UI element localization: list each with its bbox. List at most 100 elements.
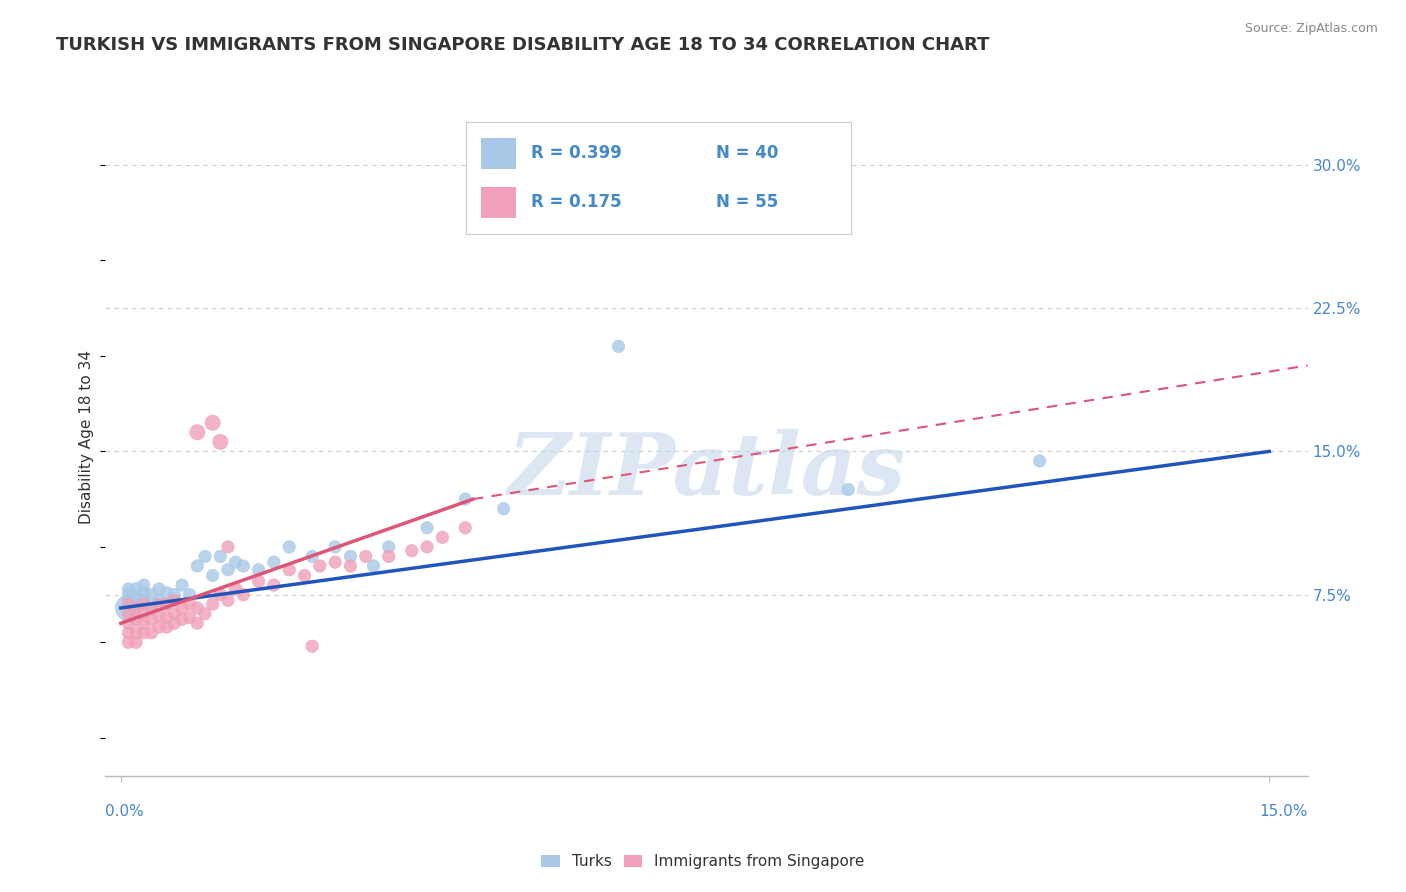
Point bbox=[217, 593, 239, 607]
Point bbox=[132, 585, 155, 599]
Point bbox=[117, 607, 139, 621]
Text: Source: ZipAtlas.com: Source: ZipAtlas.com bbox=[1244, 22, 1378, 36]
Point bbox=[125, 612, 148, 626]
Point bbox=[294, 568, 316, 582]
Text: TURKISH VS IMMIGRANTS FROM SINGAPORE DISABILITY AGE 18 TO 34 CORRELATION CHART: TURKISH VS IMMIGRANTS FROM SINGAPORE DIS… bbox=[56, 36, 990, 54]
Point bbox=[163, 588, 186, 602]
Point bbox=[186, 601, 208, 615]
Text: 0.0%: 0.0% bbox=[105, 805, 145, 819]
Point bbox=[363, 559, 385, 574]
Point bbox=[232, 559, 254, 574]
Point bbox=[492, 501, 515, 516]
Text: 15.0%: 15.0% bbox=[1260, 805, 1308, 819]
Point bbox=[163, 616, 186, 631]
Point bbox=[141, 625, 163, 640]
Point bbox=[432, 530, 454, 544]
Point bbox=[301, 549, 323, 564]
Point bbox=[209, 549, 232, 564]
Point bbox=[232, 588, 254, 602]
Point bbox=[217, 540, 239, 554]
Point bbox=[156, 597, 179, 611]
Point bbox=[194, 549, 217, 564]
Point bbox=[454, 521, 477, 535]
Point bbox=[156, 597, 179, 611]
Point bbox=[132, 593, 155, 607]
Point bbox=[125, 601, 148, 615]
Point bbox=[339, 559, 361, 574]
Point bbox=[217, 563, 239, 577]
Point bbox=[141, 612, 163, 626]
Point bbox=[323, 555, 346, 569]
Point bbox=[278, 563, 301, 577]
Point bbox=[163, 607, 186, 621]
Point bbox=[186, 559, 208, 574]
Point bbox=[209, 434, 232, 449]
Point bbox=[416, 540, 439, 554]
Point bbox=[125, 597, 148, 611]
Point bbox=[132, 597, 155, 611]
Point bbox=[263, 578, 285, 592]
Point bbox=[454, 492, 477, 507]
Point bbox=[247, 574, 270, 589]
Point bbox=[148, 597, 170, 611]
Point bbox=[308, 559, 330, 574]
Point bbox=[117, 597, 139, 611]
Point bbox=[117, 635, 139, 649]
Point bbox=[156, 610, 179, 624]
Point bbox=[125, 625, 148, 640]
Point bbox=[201, 416, 224, 430]
Point bbox=[186, 425, 208, 440]
Point bbox=[201, 597, 224, 611]
Point bbox=[201, 568, 224, 582]
Point bbox=[170, 601, 193, 615]
Point bbox=[141, 601, 163, 615]
Point bbox=[225, 555, 247, 569]
Legend: Turks, Immigrants from Singapore: Turks, Immigrants from Singapore bbox=[536, 848, 870, 875]
Point bbox=[607, 339, 630, 353]
Point bbox=[401, 543, 423, 558]
Point bbox=[117, 625, 139, 640]
Point bbox=[179, 588, 201, 602]
Point bbox=[132, 616, 155, 631]
Point bbox=[186, 616, 208, 631]
Point bbox=[125, 582, 148, 596]
Point bbox=[117, 601, 139, 615]
Y-axis label: Disability Age 18 to 34: Disability Age 18 to 34 bbox=[79, 350, 94, 524]
Point bbox=[323, 540, 346, 554]
Point bbox=[141, 601, 163, 615]
Point bbox=[194, 607, 217, 621]
Point bbox=[117, 616, 139, 631]
Point bbox=[179, 597, 201, 611]
Point bbox=[278, 540, 301, 554]
Point bbox=[339, 549, 361, 564]
Point bbox=[156, 585, 179, 599]
Point bbox=[416, 521, 439, 535]
Point bbox=[148, 608, 170, 623]
Point bbox=[301, 639, 323, 653]
Point bbox=[377, 540, 399, 554]
Point bbox=[148, 593, 170, 607]
Point bbox=[148, 582, 170, 596]
Point bbox=[148, 620, 170, 634]
Point bbox=[170, 612, 193, 626]
Point bbox=[132, 578, 155, 592]
Point bbox=[125, 635, 148, 649]
Point bbox=[225, 582, 247, 596]
Point bbox=[132, 625, 155, 640]
Point bbox=[163, 593, 186, 607]
Text: ZIPatlas: ZIPatlas bbox=[508, 429, 905, 513]
Point bbox=[141, 588, 163, 602]
Point bbox=[117, 582, 139, 596]
Point bbox=[247, 563, 270, 577]
Point bbox=[170, 578, 193, 592]
Point bbox=[263, 555, 285, 569]
Point bbox=[179, 610, 201, 624]
Point bbox=[117, 593, 139, 607]
Point bbox=[117, 588, 139, 602]
Point bbox=[354, 549, 377, 564]
Point bbox=[125, 590, 148, 604]
Point bbox=[1028, 454, 1050, 468]
Point bbox=[156, 620, 179, 634]
Point bbox=[837, 483, 859, 497]
Point bbox=[209, 588, 232, 602]
